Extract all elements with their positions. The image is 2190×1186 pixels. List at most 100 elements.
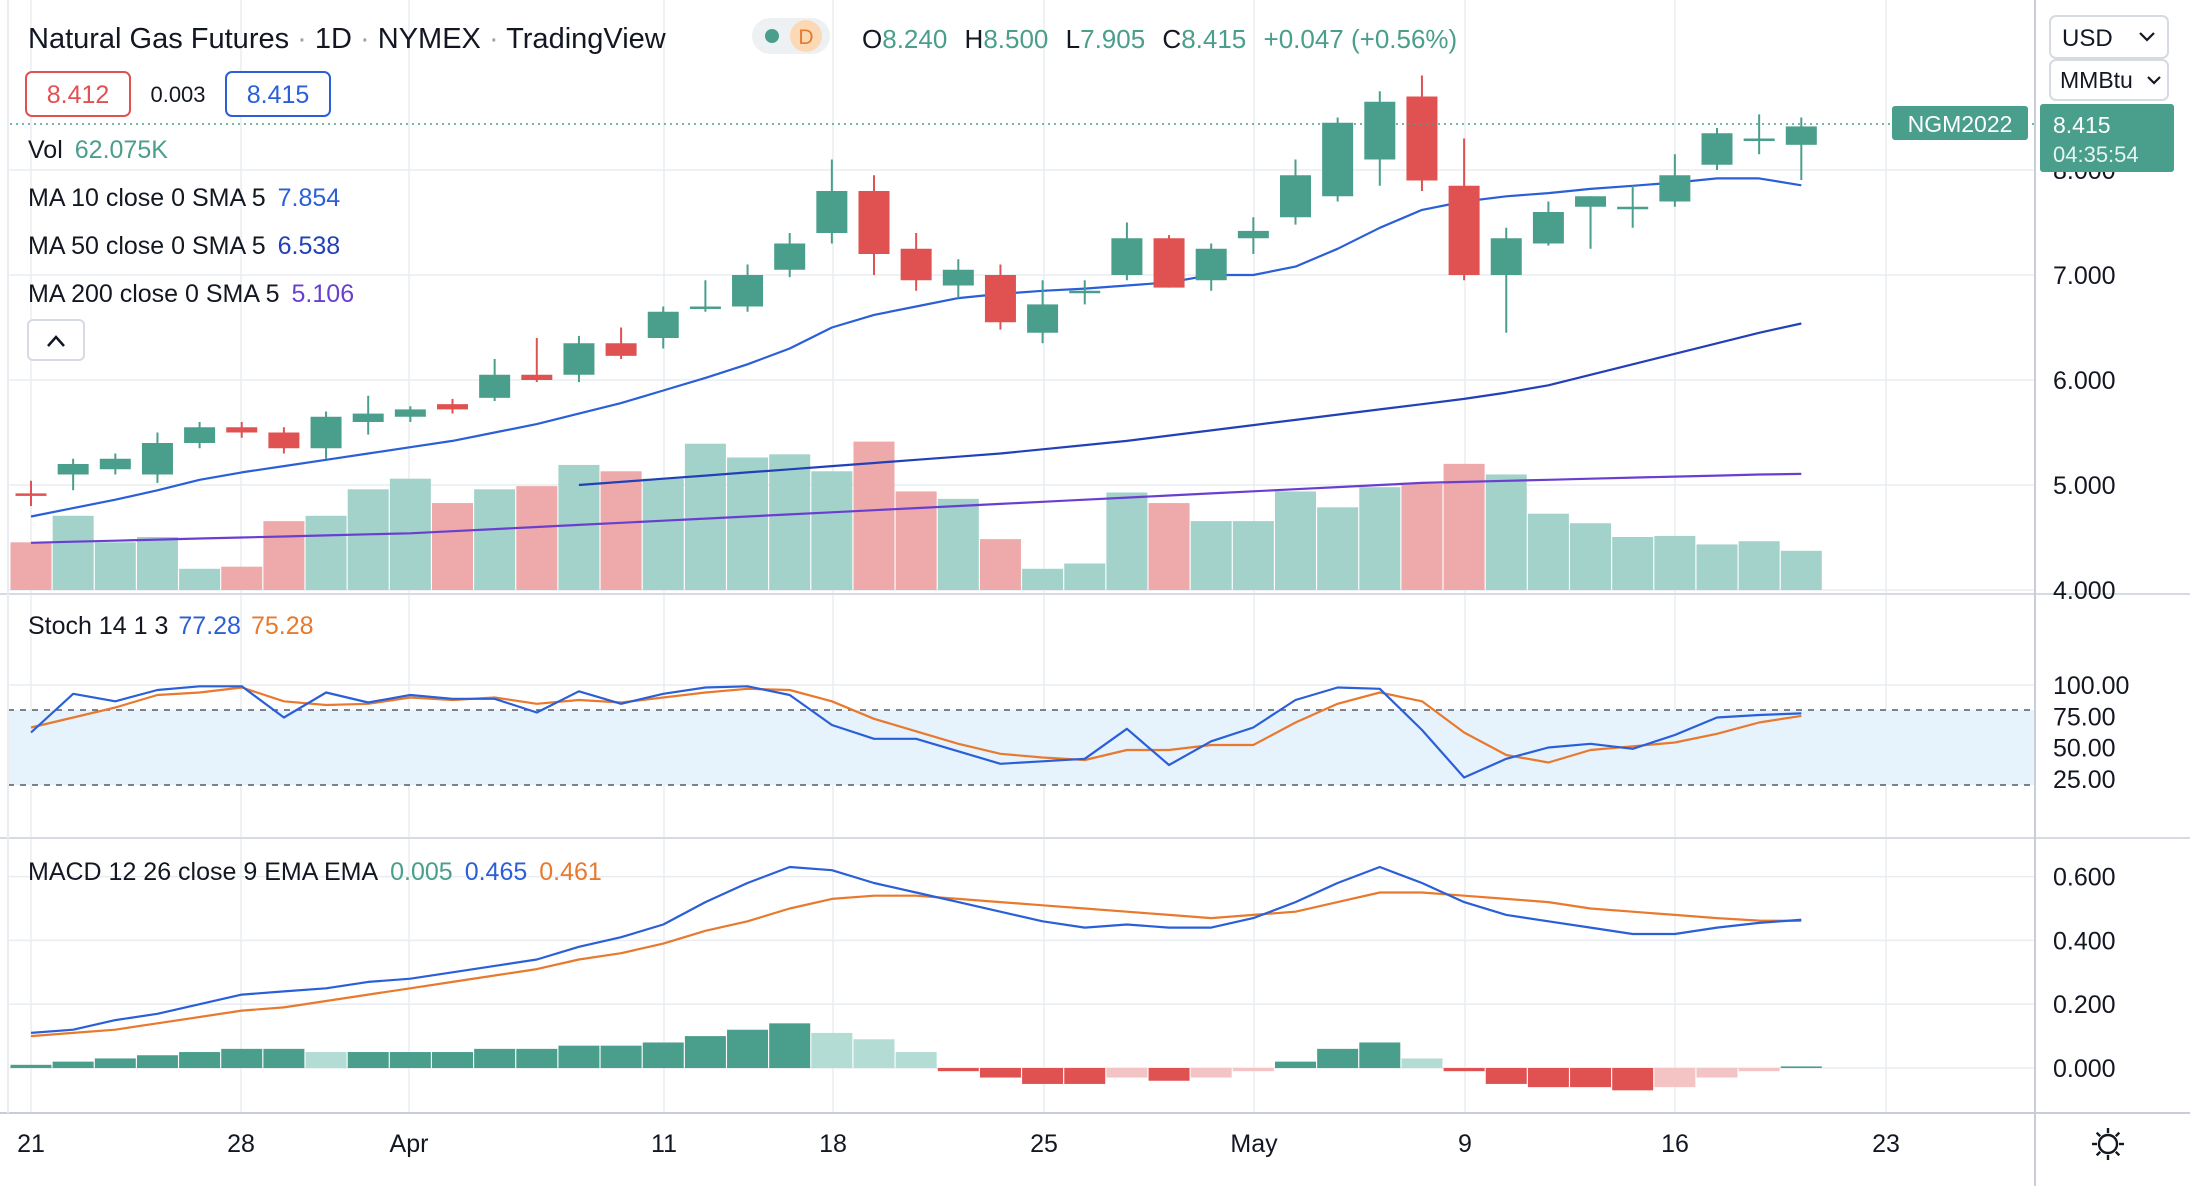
macd-hist-bar [263, 1048, 305, 1068]
volume-bar [1570, 523, 1612, 590]
currency-select[interactable]: USD [2049, 15, 2169, 59]
macd-hist-bar [1780, 1066, 1822, 1068]
candle-body [1195, 248, 1227, 281]
volume-bar [347, 489, 389, 590]
delayed-badge-icon [790, 20, 822, 52]
market-status-badges[interactable]: D [752, 18, 830, 54]
stoch-band-lines [8, 709, 2035, 786]
volume-bar [1527, 513, 1569, 590]
macd-hist-bar [1359, 1042, 1401, 1068]
macd-axis-ticks[interactable]: 0.000 0.200 0.400 0.600 [2053, 864, 2116, 1083]
volume-bar [937, 498, 979, 590]
candle-body [1280, 175, 1311, 218]
candlesticks[interactable] [15, 75, 1817, 507]
time-tick-label: 21 [17, 1130, 45, 1158]
volume-bar [10, 542, 52, 590]
time-tick-label: 11 [651, 1130, 677, 1158]
volume-bar [221, 566, 263, 590]
volume-bar [474, 489, 516, 590]
price-tick-label: 7.000 [2053, 262, 2116, 290]
volume-bar [1148, 503, 1190, 590]
macd-hist-bar [769, 1023, 811, 1068]
stoch-axis-ticks[interactable]: 25.00 50.00 75.00 100.00 [2053, 672, 2129, 794]
macd-hist-bar [136, 1055, 178, 1068]
candle-body [479, 374, 511, 398]
volume-bar [263, 521, 305, 590]
macd-hist-bar [1275, 1061, 1316, 1068]
volume-bar [1064, 563, 1106, 590]
candle-body [1617, 206, 1649, 210]
interval: 1D [315, 23, 352, 55]
candle-body [858, 191, 890, 254]
macd-hist-bar [1317, 1048, 1359, 1068]
legend-ma50[interactable]: MA 50 close 0 SMA 5 6.538 [28, 232, 340, 260]
macd-hist-bar [811, 1032, 853, 1068]
candle-body [1785, 126, 1817, 145]
buy-button[interactable]: 8.415 [225, 71, 331, 117]
volume-bar [1232, 521, 1274, 590]
candle-body [1237, 230, 1269, 239]
macd-hist-bar [1022, 1068, 1064, 1084]
candle-body [268, 432, 300, 449]
stoch-tick-label: 100.00 [2053, 672, 2129, 700]
candle-body [1490, 238, 1522, 275]
volume-bar [727, 457, 769, 590]
macd-hist-bar [1654, 1068, 1696, 1088]
delayed-badge: D [798, 26, 813, 49]
sell-button[interactable]: 8.412 [25, 71, 131, 117]
volume-bar [94, 542, 136, 590]
volume-bar [516, 486, 558, 590]
macd-hist-bar [474, 1048, 516, 1068]
macd-hist-bar [305, 1052, 347, 1068]
settings-button[interactable] [2092, 1128, 2124, 1160]
volume-bar [769, 454, 811, 590]
volume-bar [52, 515, 94, 590]
legend-macd[interactable]: MACD 12 26 close 9 EMA EMA 0.005 0.465 0.46… [28, 858, 602, 886]
volume-bar [1485, 474, 1527, 590]
price-tick-label: 5.000 [2053, 472, 2116, 500]
candle-body [563, 343, 595, 375]
candle-body [226, 427, 258, 433]
macd-hist-bar [1401, 1058, 1443, 1068]
candle-body [689, 306, 721, 309]
macd-hist-bar [432, 1052, 473, 1068]
volume-bars [10, 441, 1822, 590]
macd-hist-bar [1738, 1068, 1780, 1072]
volume-bar [305, 515, 347, 590]
legend-volume[interactable]: Vol 62.075K [28, 136, 168, 164]
candle-body [1069, 290, 1101, 294]
macd-hist-bar [600, 1045, 642, 1068]
volume-bar [1359, 487, 1401, 590]
candle-body [732, 275, 764, 307]
bar-countdown: 04:35:54 [2053, 142, 2139, 167]
macd-hist-bar [1527, 1068, 1569, 1088]
volume-bar [1275, 491, 1316, 590]
legend-stoch[interactable]: Stoch 14 1 3 77.28 75.28 [28, 612, 314, 640]
candle-body [647, 311, 679, 338]
legend-ma10[interactable]: MA 10 close 0 SMA 5 7.854 [28, 184, 340, 212]
time-axis-ticks[interactable]: 21 28 Apr 11 18 25 May 9 16 23 [17, 1130, 1900, 1158]
macd-tick-label: 0.000 [2053, 1055, 2116, 1083]
candle-body [1027, 304, 1059, 333]
legend-ma200[interactable]: MA 200 close 0 SMA 5 5.106 [28, 280, 354, 308]
volume-bar [1106, 492, 1148, 590]
time-tick-label: 16 [1661, 1130, 1689, 1158]
collapse-legend-button[interactable] [27, 319, 85, 361]
time-tick-label: Apr [390, 1130, 429, 1158]
macd-hist-bar [558, 1045, 600, 1068]
candle-body [352, 413, 384, 422]
ohlc-values: O8.240 H8.500 L7.905 C8.415 +0.047 (+0.5… [862, 24, 1457, 54]
market-open-dot-icon [765, 29, 779, 43]
macd-tick-label: 0.400 [2053, 927, 2116, 955]
price-tick-label: 4.000 [2053, 577, 2116, 605]
candle-body [437, 404, 468, 410]
candle-body [1575, 196, 1607, 207]
unit-select[interactable]: MMBtu [2049, 59, 2169, 101]
macd-hist-bar [52, 1061, 94, 1068]
volume-bar [1443, 463, 1485, 590]
candle-body [99, 458, 131, 470]
volume-bar [1022, 568, 1064, 590]
candle-body [1111, 238, 1143, 275]
macd-hist-bar [937, 1068, 979, 1072]
